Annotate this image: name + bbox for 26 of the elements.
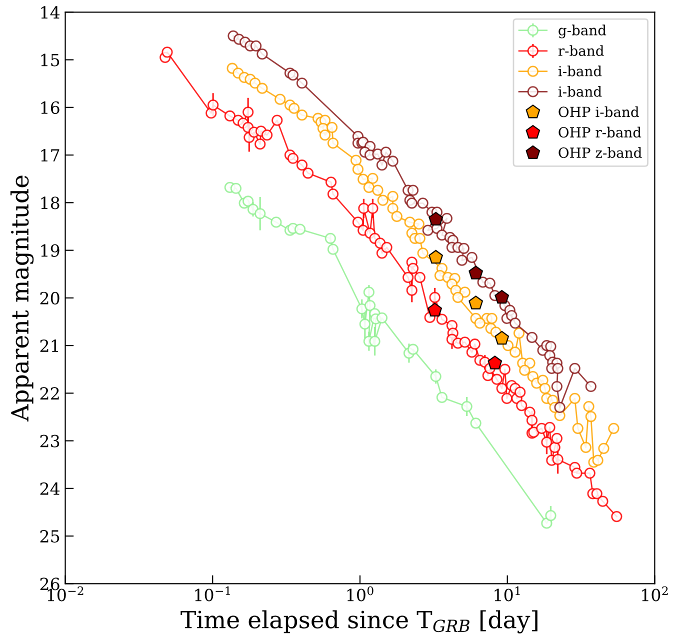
y-tick-label: 25 [40, 530, 60, 543]
legend-label: r-band [558, 45, 604, 56]
y-tick-label: 23 [40, 434, 60, 448]
x-tick-label: 10$^{0}$ [347, 586, 374, 602]
x-tick-label: 10$^{−1}$ [195, 586, 230, 602]
y-tick-label: 15 [41, 54, 60, 66]
legend-label: OHP z-band [558, 147, 642, 158]
y-tick-label: 22 [40, 387, 59, 400]
y-tick-label: 20 [40, 292, 60, 304]
x-axis-title: Time elapsed since T$_{GRB}$ [day] [180, 610, 538, 634]
y-axis-title: Apparent magnitude [10, 176, 34, 422]
legend-label: OHP i-band [558, 106, 639, 118]
legend-label: i-band [558, 66, 602, 76]
legend-label: i-band [558, 86, 602, 97]
legend-label: g-band [558, 24, 606, 38]
y-tick-label: 21 [40, 340, 58, 352]
y-tick-label: 14 [41, 6, 60, 18]
x-tick-label: 10$^{2}$ [642, 586, 668, 602]
y-tick-label: 19 [41, 244, 60, 257]
y-tick-label: 26 [40, 578, 60, 590]
y-tick-label: 16 [41, 101, 60, 114]
y-tick-label: 24 [40, 482, 60, 495]
legend-label: OHP r-band [558, 126, 642, 138]
y-tick-label: 17 [41, 149, 60, 162]
x-tick-label: 10$^{1}$ [494, 586, 520, 602]
y-tick-label: 18 [41, 196, 60, 210]
